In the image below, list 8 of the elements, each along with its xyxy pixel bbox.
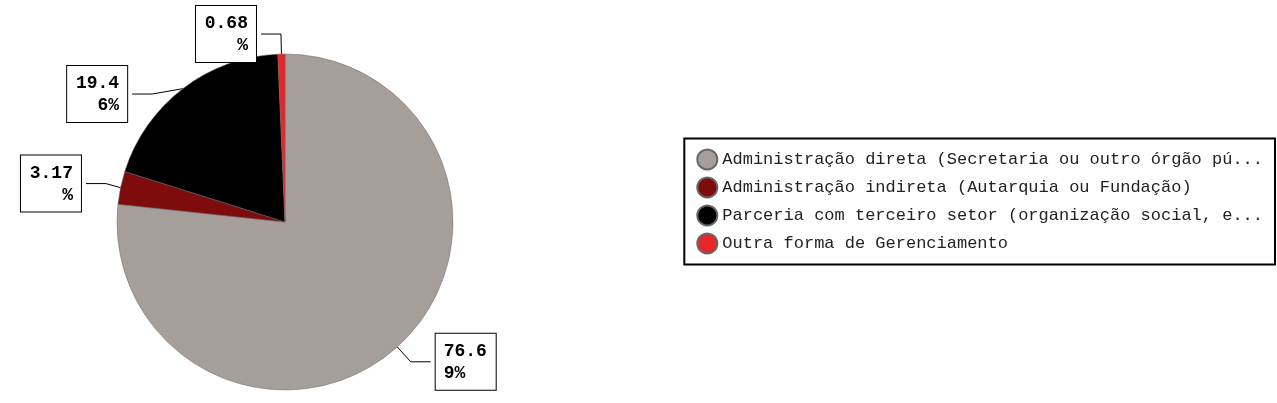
legend-label: Outra forma de Gerenciamento [722,234,1008,253]
legend-label: Administração direta (Secretaria ou outro órgão pú... [722,150,1264,169]
data-label: 0.68% [204,13,249,56]
data-label: 3.17% [29,162,74,205]
data-label: 76.69% [443,340,487,383]
legend-label: Administração indireta (Autarquia ou Fundação) [722,178,1192,197]
data-label: 19.46% [75,73,120,116]
legend-label: Parceria com terceiro setor (organização social, e... [722,206,1264,225]
